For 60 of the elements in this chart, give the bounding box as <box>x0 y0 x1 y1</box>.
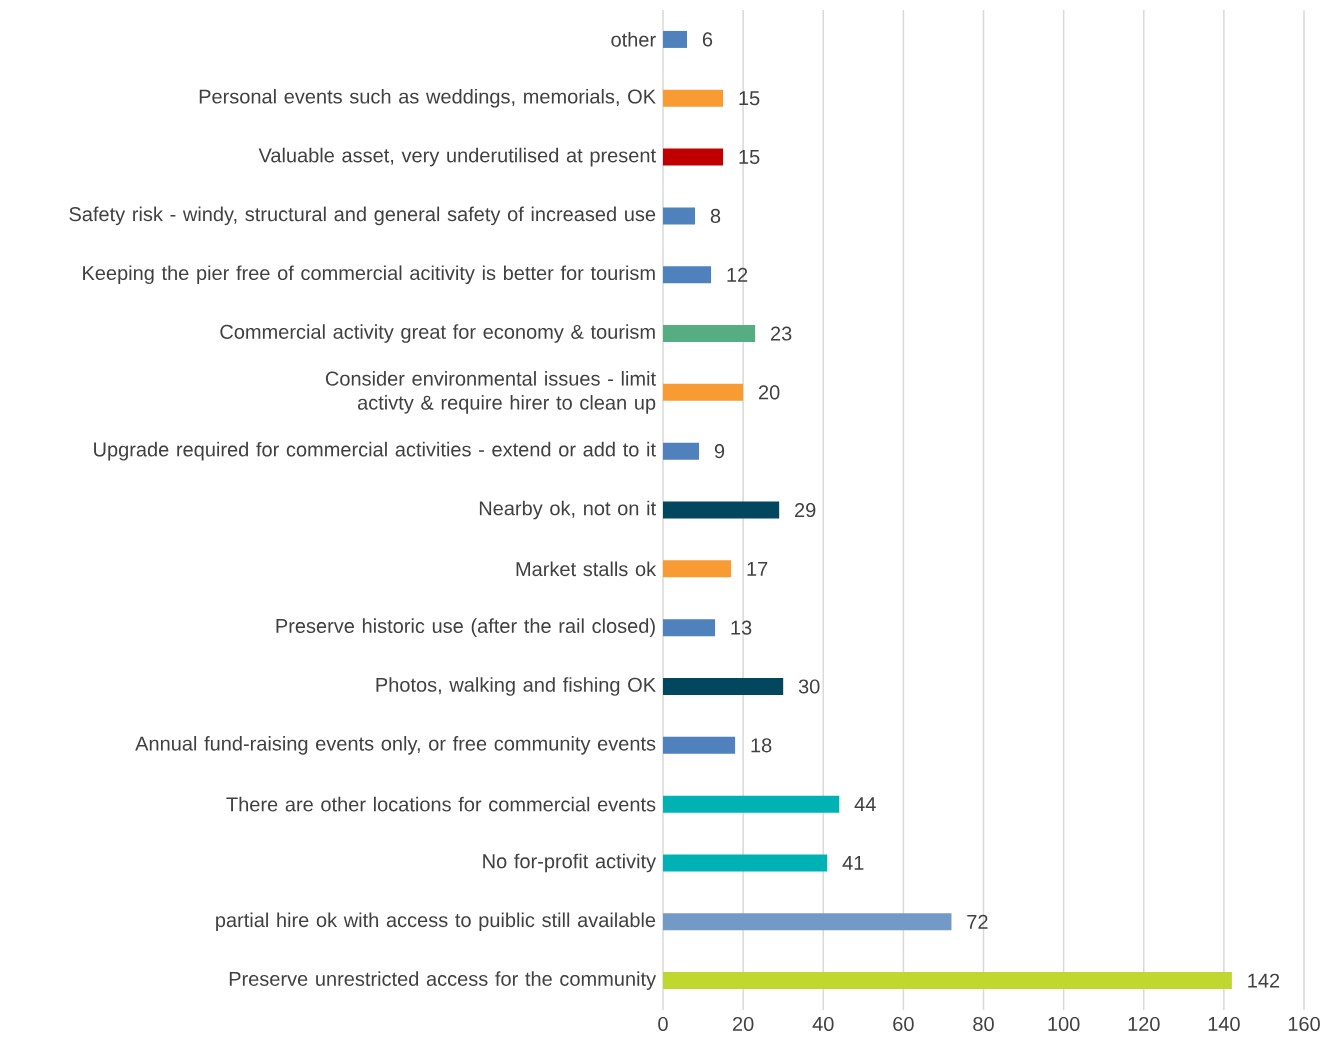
data-label: 41 <box>842 856 864 870</box>
bar <box>663 383 744 401</box>
data-label: 72 <box>967 914 988 929</box>
bar <box>663 148 724 166</box>
data-label: 29 <box>795 502 816 518</box>
data-label: 30 <box>798 679 820 694</box>
y-tick-label: Preserve unrestricted access for the community <box>229 971 657 990</box>
bar <box>663 913 952 931</box>
y-tick-label: Personal events such as weddings, memorials, OK <box>199 88 656 108</box>
y-tick-label: Commercial activity great for economy & tourism <box>220 324 655 343</box>
x-tick-label: 60 <box>893 1016 914 1032</box>
y-tick-label: Nearby ok, not on it <box>479 500 656 520</box>
data-label: 20 <box>759 385 780 400</box>
bar <box>663 560 732 578</box>
y-tick-label: Photos, walking and fishing OK <box>376 677 656 696</box>
bar <box>663 677 784 695</box>
bar <box>663 89 724 107</box>
bar <box>663 30 688 48</box>
data-label: 15 <box>739 150 760 165</box>
data-label: 9 <box>714 444 725 459</box>
y-tick-label: Upgrade required for commercial activities - extend or add to it <box>94 441 656 461</box>
y-tick-label: other <box>611 32 656 47</box>
y-tick-label: Valuable asset, very underutilised at present <box>258 147 656 167</box>
data-label: 6 <box>702 32 713 47</box>
data-label: 13 <box>731 620 752 635</box>
data-label: 8 <box>710 208 721 223</box>
bar <box>663 795 840 813</box>
bar <box>663 972 1232 990</box>
bar <box>663 854 828 872</box>
x-tick-label: 40 <box>812 1016 834 1032</box>
y-tick-label: Annual fund-raising events only, or free community events <box>135 735 656 755</box>
y-tick-label: Safety risk - windy, structural and general safety of increased use <box>69 206 656 226</box>
x-tick-label: 0 <box>658 1016 668 1032</box>
bar <box>663 736 736 754</box>
data-label: 44 <box>854 797 876 812</box>
y-tick-label: partial hire ok with access to puiblic still available <box>216 912 656 932</box>
data-label: 12 <box>727 267 748 282</box>
bar <box>663 266 712 284</box>
data-label: 142 <box>1248 973 1280 988</box>
x-tick-label: 100 <box>1048 1016 1080 1032</box>
bar <box>663 619 716 637</box>
data-label: 15 <box>739 91 760 106</box>
data-label: 23 <box>771 326 792 341</box>
y-tick-label: Consider environmental issues - limit activty & require hirer to clean up <box>325 371 656 414</box>
y-tick-label: No for-profit activity <box>483 853 657 873</box>
bar <box>663 442 700 460</box>
bar <box>663 207 696 225</box>
x-tick-label: 80 <box>973 1016 994 1032</box>
x-tick-label: 140 <box>1208 1016 1240 1032</box>
y-tick-label: Market stalls ok <box>516 561 657 577</box>
y-tick-label: Keeping the pier free of commercial acitivity is better for tourism <box>83 265 655 285</box>
y-tick-label: There are other locations for commercial events <box>226 796 656 812</box>
bar <box>663 501 780 519</box>
bar <box>663 325 756 343</box>
x-tick-label: 20 <box>733 1016 754 1032</box>
data-label: 17 <box>747 561 768 576</box>
data-label: 18 <box>751 738 772 753</box>
x-tick-label: 160 <box>1288 1016 1320 1032</box>
y-tick-label: Preserve historic use (after the rail closed) <box>276 618 655 637</box>
x-tick-label: 120 <box>1128 1016 1160 1032</box>
